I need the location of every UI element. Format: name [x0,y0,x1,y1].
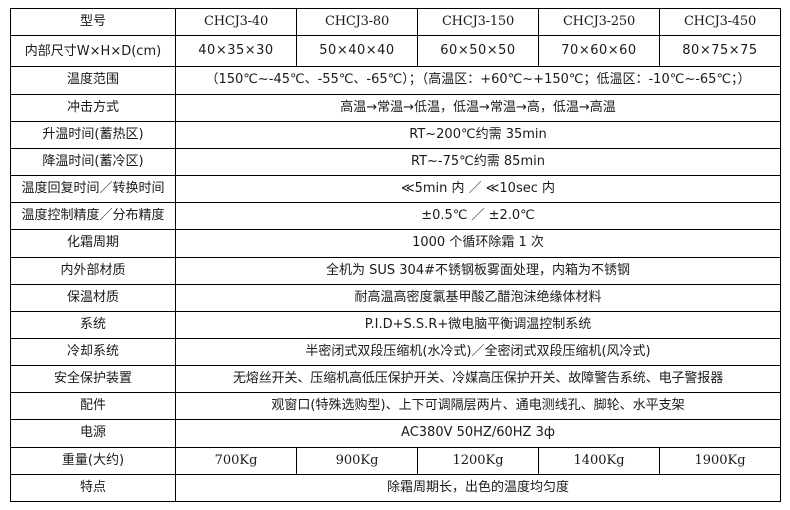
cell-r2-span: （150℃~-45℃、-55℃、-65℃）；（高温区：+60℃~+150℃；低温… [175,66,781,95]
cell-r1-c4: 70×60×60 [538,35,660,68]
row-label-15: 电源 [10,419,176,448]
cell-r15-span: AC380V 50HZ/60HZ 3ф [175,419,781,448]
row-label-5: 降温时间(蓄冷区) [10,147,176,177]
cell-r16-c1: 700Kg [175,446,297,475]
table-row: 系统 P.I.D+S.S.R+微电脑平衡调温控制系统 [10,310,781,340]
cell-r16-c3: 1200Kg [417,446,539,475]
table-row: 温度范围 （150℃~-45℃、-55℃、-65℃）；（高温区：+60℃~+150… [10,66,781,95]
row-label-1: 内部尺寸W×H×D(cm) [10,35,176,68]
table-row: 冲击方式 高温→常温→低温，低温→常温→高，低温→高温 [10,93,781,122]
row-label-9: 内外部材质 [10,256,176,285]
header-cell-model-1: CHCJ3-40 [175,7,297,37]
cell-r7-span: ±0.5℃ ／ ±2.0℃ [175,202,781,231]
row-label-2: 温度范围 [10,66,176,95]
cell-r10-span: 耐高温高密度氯基甲酸乙醋泡沫绝缘体材料 [175,283,781,312]
table-row: 配件 观窗口(特殊选购型)、上下可调隔层两片、通电测线孔、脚轮、水平支架 [10,392,781,421]
table-row: 冷却系统 半密闭式双段压缩机(水冷式)／全密闭式双段压缩机(风冷式) [10,338,781,367]
cell-r1-c3: 60×50×50 [417,35,539,68]
cell-r6-span: ≪5min 内 ／ ≪10sec 内 [175,175,781,204]
table-row: 降温时间(蓄冷区) RT~-75℃约需 85min [10,147,781,177]
table-row: 内外部材质 全机为 SUS 304#不锈钢板雾面处理，内箱为不锈钢 [10,256,781,285]
header-cell-model-3: CHCJ3-150 [417,7,539,37]
table-row: 特点 除霜周期长，出色的温度均匀度 [10,473,781,503]
row-label-12: 冷却系统 [10,338,176,367]
table-row: 重量(大约) 700Kg 900Kg 1200Kg 1400Kg 1900Kg [10,446,781,475]
row-label-8: 化霜周期 [10,229,176,258]
cell-r16-c5: 1900Kg [659,446,781,475]
cell-r16-c2: 900Kg [296,446,418,475]
cell-r16-c4: 1400Kg [538,446,660,475]
cell-r14-span: 观窗口(特殊选购型)、上下可调隔层两片、通电测线孔、脚轮、水平支架 [175,392,781,421]
row-label-14: 配件 [10,392,176,421]
row-label-13: 安全保护装置 [10,365,176,394]
row-label-4: 升温时间(蓄热区) [10,120,176,149]
cell-r4-span: RT~200℃约需 35min [175,120,781,149]
table-header-row: 型号 CHCJ3-40 CHCJ3-80 CHCJ3-150 CHCJ3-250 CHCJ… [10,7,781,37]
specification-table: 型号 CHCJ3-40 CHCJ3-80 CHCJ3-150 CHCJ3-250 CHCJ… [10,7,781,503]
table-row: 温度回复时间／转换时间 ≪5min 内 ／ ≪10sec 内 [10,175,781,204]
row-label-11: 系统 [10,310,176,340]
cell-r9-span: 全机为 SUS 304#不锈钢板雾面处理，内箱为不锈钢 [175,256,781,285]
cell-r3-span: 高温→常温→低温，低温→常温→高，低温→高温 [175,93,781,122]
table-row: 内部尺寸W×H×D(cm) 40×35×30 50×40×40 60×50×50 70×… [10,35,781,68]
row-label-7: 温度控制精度／分布精度 [10,202,176,231]
table-row: 安全保护装置 无熔丝开关、压缩机高低压保护开关、冷媒高压保护开关、故障警告系统、电… [10,365,781,394]
cell-r1-c1: 40×35×30 [175,35,297,68]
table-row: 化霜周期 1000 个循环除霜 1 次 [10,229,781,258]
header-cell-model-4: CHCJ3-250 [538,7,660,37]
header-cell-model-label: 型号 [10,7,176,37]
row-label-10: 保温材质 [10,283,176,312]
row-label-3: 冲击方式 [10,93,176,122]
cell-r5-span: RT~-75℃约需 85min [175,147,781,177]
cell-r12-span: 半密闭式双段压缩机(水冷式)／全密闭式双段压缩机(风冷式) [175,338,781,367]
row-label-6: 温度回复时间／转换时间 [10,175,176,204]
cell-r13-span: 无熔丝开关、压缩机高低压保护开关、冷媒高压保护开关、故障警告系统、电子警报器 [175,365,781,394]
table-row: 保温材质 耐高温高密度氯基甲酸乙醋泡沫绝缘体材料 [10,283,781,312]
header-cell-model-5: CHCJ3-450 [659,7,781,37]
table-row: 电源 AC380V 50HZ/60HZ 3ф [10,419,781,448]
table-row: 温度控制精度／分布精度 ±0.5℃ ／ ±2.0℃ [10,202,781,231]
cell-r1-c2: 50×40×40 [296,35,418,68]
table-row: 升温时间(蓄热区) RT~200℃约需 35min [10,120,781,149]
cell-r17-span: 除霜周期长，出色的温度均匀度 [175,473,781,503]
row-label-16: 重量(大约) [10,446,176,475]
cell-r11-span: P.I.D+S.S.R+微电脑平衡调温控制系统 [175,310,781,340]
header-cell-model-2: CHCJ3-80 [296,7,418,37]
row-label-17: 特点 [10,473,176,503]
cell-r8-span: 1000 个循环除霜 1 次 [175,229,781,258]
cell-r1-c5: 80×75×75 [659,35,781,68]
